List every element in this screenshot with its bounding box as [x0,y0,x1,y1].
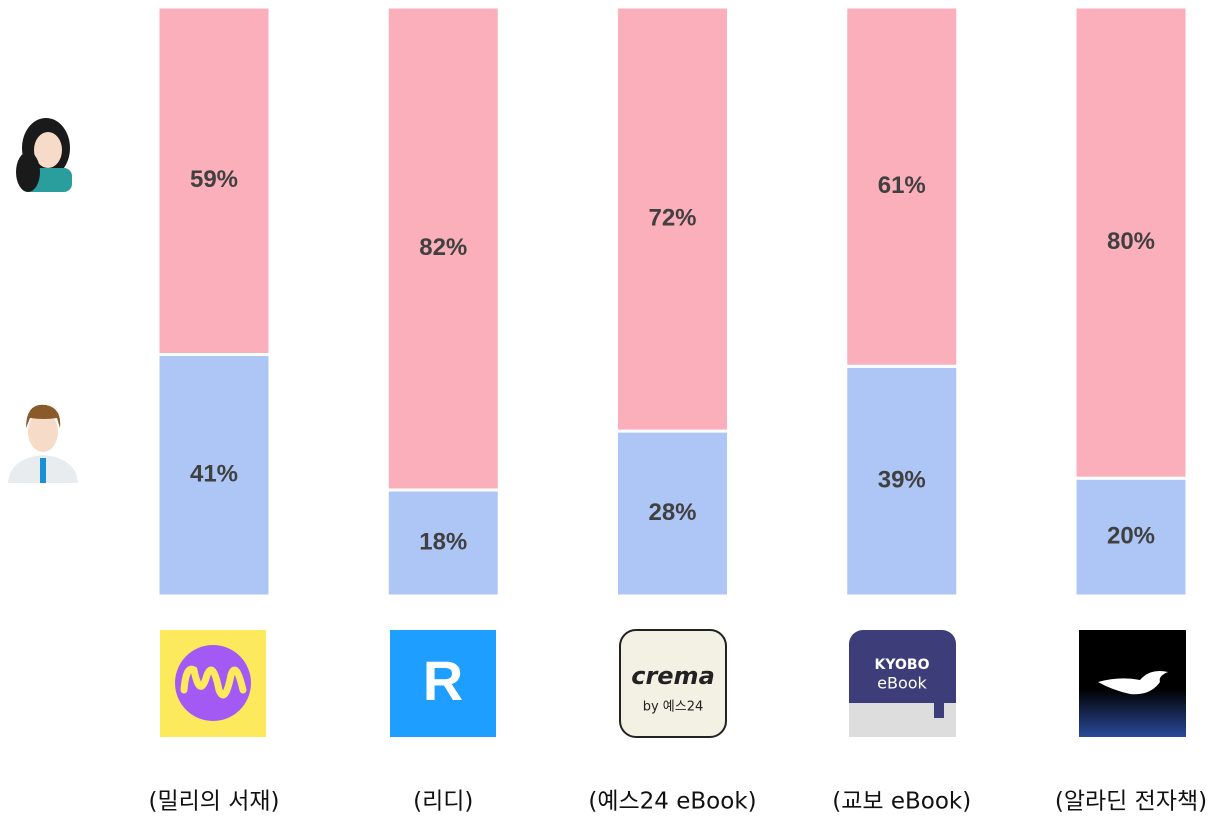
bar-segment [844,364,960,598]
logo-text: R [423,649,463,712]
male-icon [8,404,78,483]
bar-segment [615,429,730,598]
value-label: 59% [190,166,238,193]
bar-segment [1073,5,1189,480]
bar-segment [385,5,501,492]
logo-text: eBook [877,674,927,693]
bar-segment [1073,476,1189,598]
value-label: 82% [419,234,467,261]
category-label: (예스24 eBook) [588,789,756,815]
category-label: (교보 eBook) [832,789,971,815]
bar-segment [844,5,960,368]
female-icon [16,118,72,192]
category-label: (밀리의 서재) [148,789,279,815]
logo-text: crema [631,662,715,690]
category-label: (알라딘 전자책) [1055,789,1207,815]
value-label: 28% [648,499,696,526]
logo-crema: crema by 예스24 [619,629,727,738]
value-label: 20% [1107,522,1155,549]
value-label: 41% [190,461,238,488]
value-label: 61% [878,172,926,199]
bar-segment [156,5,272,357]
bar-segment [385,488,501,598]
logo-text: KYOBO [875,657,930,673]
bar-segment [615,5,730,433]
logo-ridi: R [390,630,496,737]
value-label: 80% [1107,228,1155,255]
category-label: (리디) [413,789,473,815]
value-label: 72% [648,204,696,231]
value-label: 18% [419,528,467,555]
value-label: 39% [878,466,926,493]
logo-aladin [1079,630,1186,737]
logo-millie [160,630,266,737]
logo-kyobo: KYOBO eBook [849,630,956,737]
logo-text: by 예스24 [643,700,704,715]
